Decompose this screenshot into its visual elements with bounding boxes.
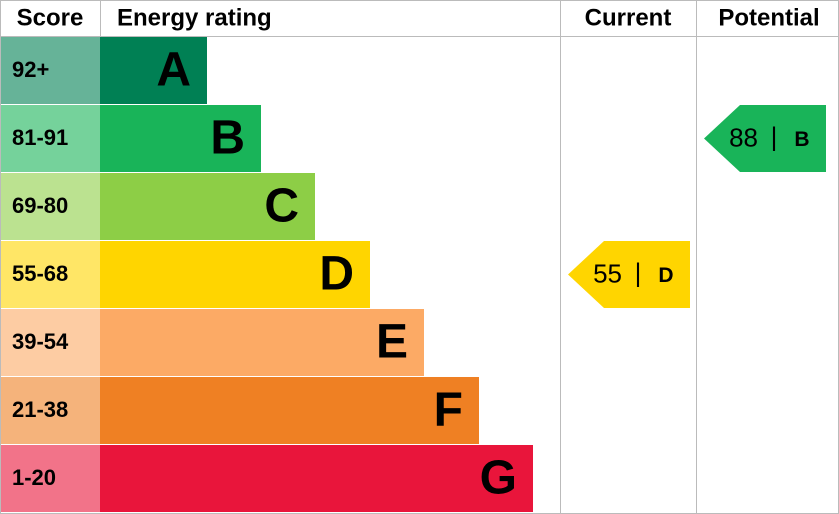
band-letter: G (480, 452, 517, 505)
band-letter: B (210, 112, 245, 165)
score-cell (1, 241, 100, 308)
rating-bar (100, 105, 261, 172)
header-current: Current (585, 4, 672, 31)
rating-arrow (568, 241, 690, 308)
score-range: 69-80 (12, 193, 68, 218)
score-cell (1, 445, 100, 512)
score-range: 1-20 (12, 465, 56, 490)
current-arrow: 55 | D (568, 241, 690, 308)
rating-bar (100, 377, 479, 444)
score-range: 21-38 (12, 397, 68, 422)
score-range: 55-68 (12, 261, 68, 286)
band-letter: D (319, 248, 354, 301)
arrow-separator: | (771, 121, 778, 151)
rating-bar (100, 445, 533, 512)
arrow-band: D (658, 264, 673, 287)
arrow-score: 88 (729, 122, 758, 152)
arrow-separator: | (635, 257, 642, 287)
rating-bar (100, 37, 207, 104)
rating-bar (100, 309, 424, 376)
score-range: 81-91 (12, 125, 68, 150)
band-letter: C (264, 180, 299, 233)
band-letter: A (156, 44, 191, 97)
score-cell (1, 173, 100, 240)
score-cell (1, 105, 100, 172)
band-letter: E (376, 316, 408, 369)
header-score: Score (17, 4, 84, 31)
header-potential: Potential (718, 4, 819, 31)
band-letter: F (434, 384, 463, 437)
score-cell (1, 309, 100, 376)
score-range: 92+ (12, 57, 49, 82)
potential-arrow: 88 | B (704, 105, 826, 172)
rating-bar (100, 241, 370, 308)
arrow-band: B (794, 128, 809, 151)
arrow-score: 55 (593, 258, 622, 288)
rating-arrow (704, 105, 826, 172)
header-rating: Energy rating (117, 4, 272, 31)
score-cell (1, 37, 100, 104)
score-range: 39-54 (12, 329, 69, 354)
rating-bar (100, 173, 315, 240)
score-cell (1, 377, 100, 444)
